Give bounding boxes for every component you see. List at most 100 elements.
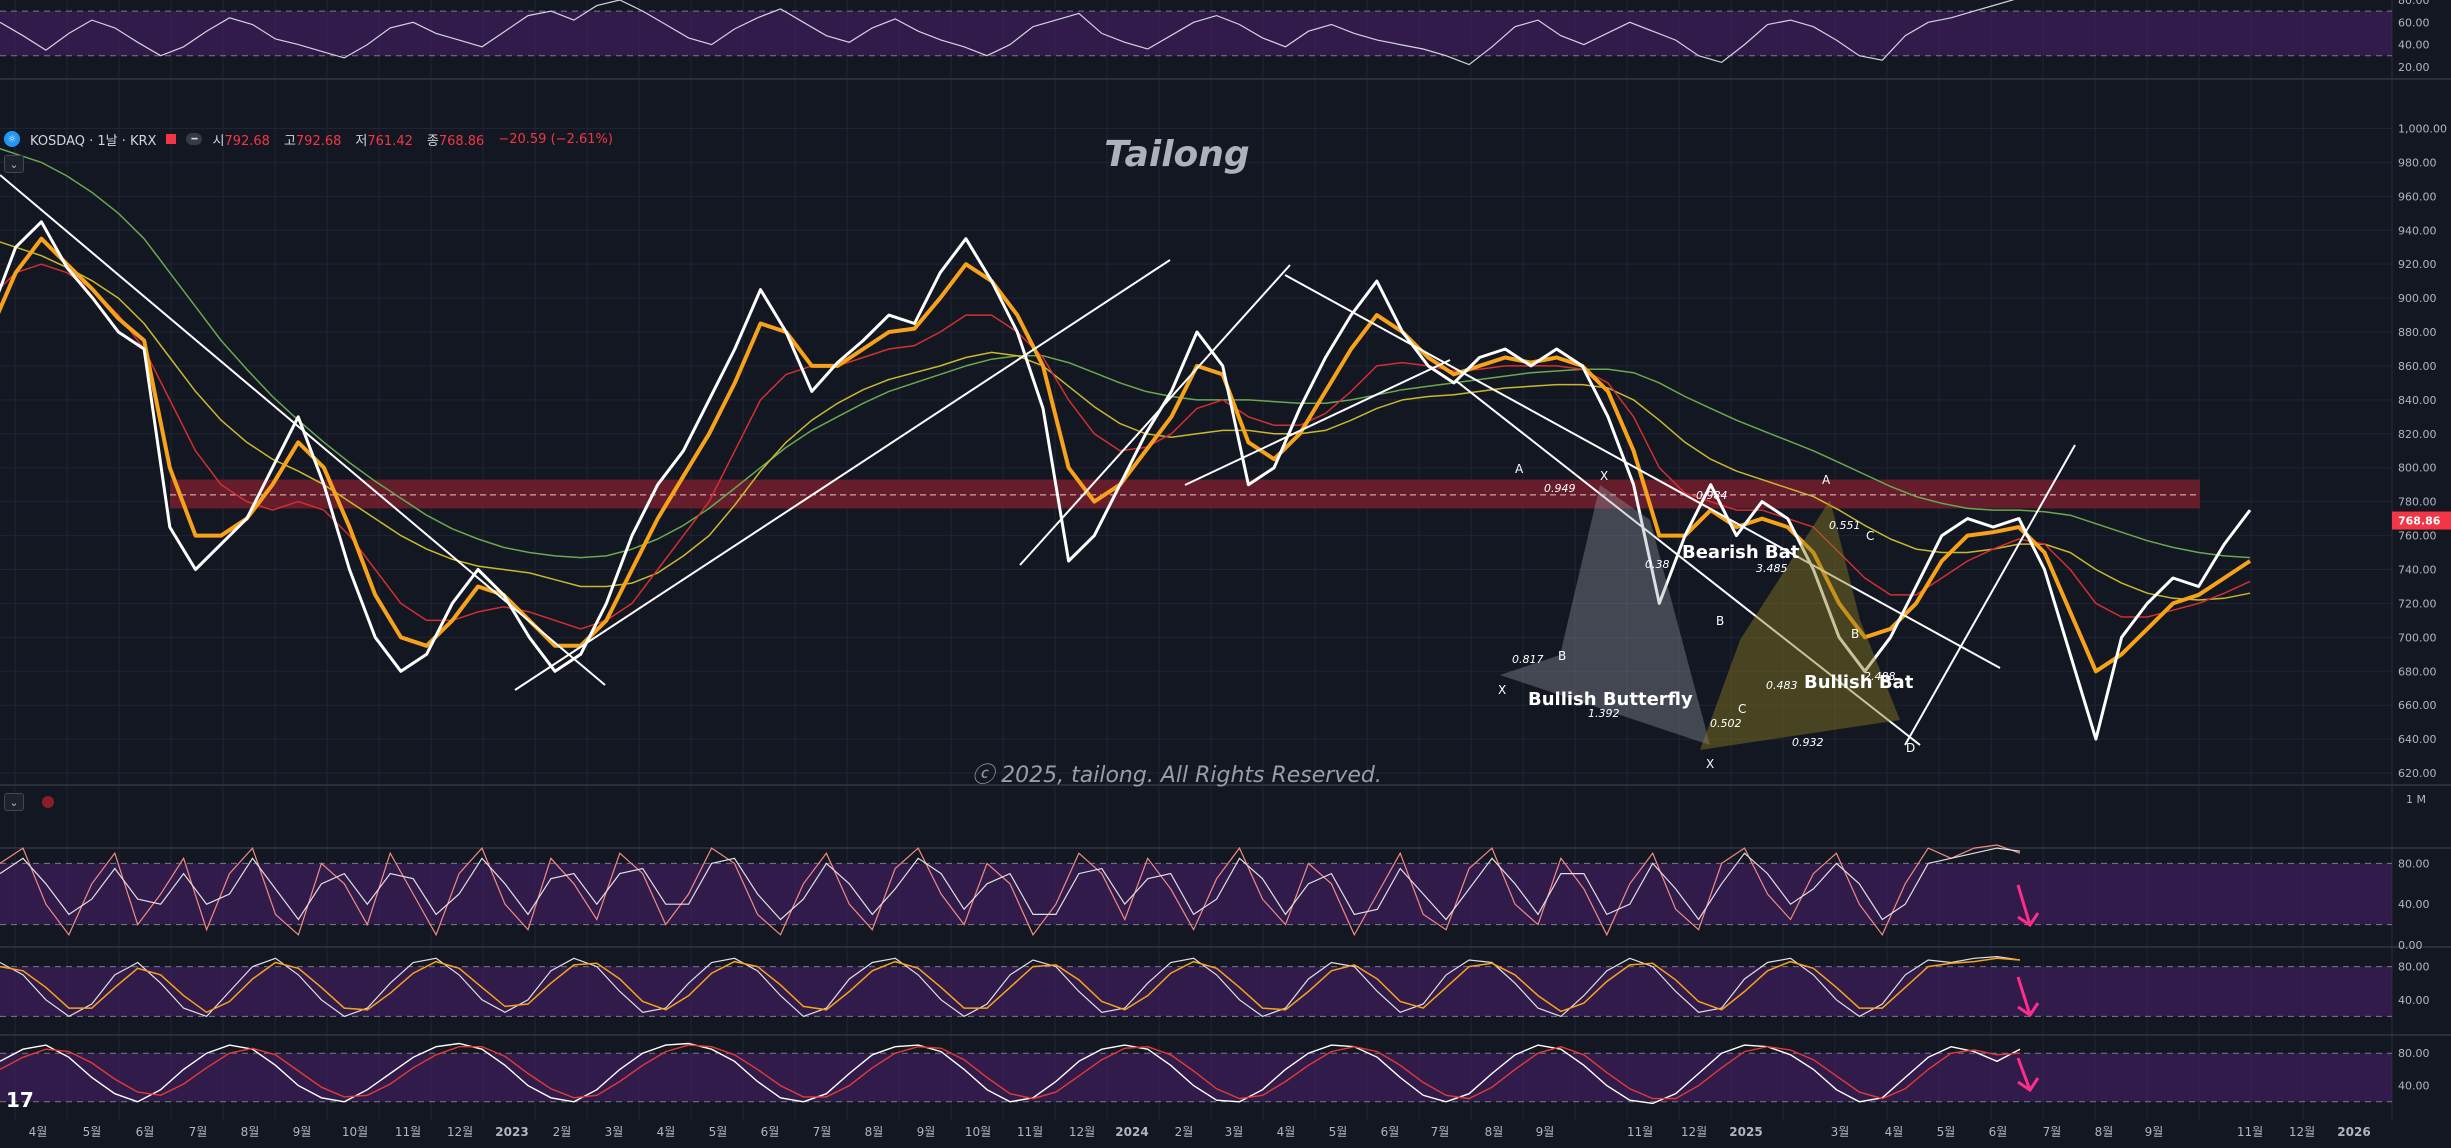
fib-ratio-label: 0.483: [1766, 679, 1798, 692]
series-price: [0, 220, 2252, 741]
x-tick-label: 2월: [1175, 1125, 1194, 1139]
down-arrow-2: [2016, 1057, 2040, 1093]
y-tick-label: 940.00: [2398, 224, 2437, 237]
y-tick-label: 40.00: [2398, 39, 2430, 52]
series-stoch3_d: [0, 1044, 2021, 1100]
pivot-label: A: [1515, 462, 1524, 476]
y-tick-label: 1,000.00: [2398, 122, 2447, 135]
pivot-label: A: [1822, 473, 1831, 487]
x-tick-label: 11월: [1627, 1125, 1653, 1139]
pane-3: 80.00 40.00: [0, 961, 2430, 1017]
pivot-label: C: [1866, 529, 1874, 543]
arrow-shaft: [2016, 884, 2032, 926]
series-stoch2_d: [0, 957, 2021, 1014]
x-tick-label: 2025: [1729, 1125, 1762, 1139]
x-tick-label: 4월: [29, 1125, 48, 1139]
down-arrow-0: [2016, 884, 2040, 928]
y-tick-label: 800.00: [2398, 462, 2437, 475]
x-tick-label: 8월: [1485, 1125, 1504, 1139]
pivot-label: C: [1738, 702, 1746, 716]
series-ema_fast: [0, 236, 2252, 674]
last-price-badge: 768.86: [2392, 511, 2451, 530]
ohlc-open: 시792.68: [212, 133, 270, 149]
x-tick-label: 3월: [1831, 1125, 1850, 1139]
y-tick-label: 880.00: [2398, 326, 2437, 339]
series-rsi: [0, 0, 2015, 66]
x-tick-label: 6월: [1989, 1125, 2008, 1139]
x-tick-label: 12월: [2289, 1125, 2315, 1139]
y-tick-label: 40.00: [2398, 994, 2430, 1007]
alert-dot-icon[interactable]: [42, 796, 54, 808]
arrow-head: [2017, 1077, 2040, 1093]
x-tick-label: 11월: [1017, 1125, 1043, 1139]
y-tick-label: 840.00: [2398, 394, 2437, 407]
x-tick-label: 6월: [136, 1125, 155, 1139]
x-tick-label: 12월: [447, 1125, 473, 1139]
x-tick-label: 4월: [657, 1125, 676, 1139]
series-stoch2_k: [0, 955, 2021, 1018]
pivot-label: X: [1498, 683, 1506, 697]
trendline: [0, 174, 606, 686]
x-tick-label: 9월: [1536, 1125, 1555, 1139]
price-badge-text: 768.86: [2398, 515, 2441, 528]
y-tick-label: 860.00: [2398, 360, 2437, 373]
x-tick-label: 6월: [761, 1125, 780, 1139]
volume-collapse-chevron-icon[interactable]: ⌄: [4, 793, 24, 811]
series-ma_red: [0, 263, 2251, 630]
arrow-shaft: [2016, 1057, 2032, 1091]
x-tick-label: 5월: [1937, 1125, 1956, 1139]
eye-icon[interactable]: ━: [186, 133, 203, 145]
y-tick-label: 760.00: [2398, 530, 2437, 543]
collapse-chevron-icon[interactable]: ⌄: [4, 155, 24, 173]
y-tick-label: 80.00: [2398, 1047, 2430, 1060]
x-tick-label: 11월: [2237, 1125, 2263, 1139]
x-tick-label: 2023: [495, 1125, 528, 1139]
x-tick-label: 3월: [1225, 1125, 1244, 1139]
oscillator-2: [0, 955, 2021, 1018]
y-tick-label: 900.00: [2398, 292, 2437, 305]
oscillator-1: [0, 844, 2021, 937]
x-tick-label: 5월: [1329, 1125, 1348, 1139]
author-watermark: Tailong: [1104, 134, 1249, 175]
y-tick-label: 920.00: [2398, 258, 2437, 271]
trendline: [1904, 444, 2076, 746]
pattern-label: Bearish Bat: [1682, 542, 1800, 563]
trendline: [1284, 274, 2001, 669]
symbol-title[interactable]: KOSDAQ · 1날 · KRX: [30, 133, 157, 149]
x-tick-label: 9월: [2145, 1125, 2164, 1139]
price-badge-bg: [2392, 511, 2451, 530]
ohlc-high: 고792.68: [283, 133, 342, 149]
y-tick-label: 620.00: [2398, 767, 2437, 780]
fib-ratio-label: 0.984: [1696, 489, 1728, 502]
y-tick-label: 40.00: [2398, 1080, 2430, 1093]
fib-ratio-label: 0.551: [1829, 519, 1861, 532]
trendline: [1454, 379, 1921, 746]
x-tick-label: 5월: [709, 1125, 728, 1139]
pivot-label: B: [1558, 649, 1566, 663]
fib-ratio-label: 0.949: [1544, 482, 1576, 495]
x-tick-label: 10월: [965, 1125, 991, 1139]
pattern-label: Bullish Bat: [1804, 672, 1914, 693]
x-tick-label: 7월: [189, 1125, 208, 1139]
tradingview-logo: 17: [6, 1088, 34, 1112]
ohlc-low: 저761.42: [355, 133, 413, 149]
pane-0: 80.00 60.00 40.00 20.00: [0, 0, 2430, 74]
fib-ratio-label: 0.38: [1645, 558, 1670, 571]
y-tick-label: 20.00: [2398, 61, 2430, 74]
pivot-label: B: [1851, 627, 1859, 641]
symbol-icon: ☼: [4, 131, 20, 147]
x-tick-label: 8월: [2095, 1125, 2114, 1139]
x-tick-label: 7월: [1431, 1125, 1450, 1139]
fib-ratio-label: 0.502: [1710, 717, 1742, 730]
flag-icon[interactable]: [166, 134, 177, 144]
y-tick-label: 80.00: [2398, 961, 2430, 974]
x-tick-label: 5월: [83, 1125, 102, 1139]
series-stoch3_k: [0, 1042, 2021, 1105]
bat-pattern-fill: [1700, 500, 1900, 750]
pivot-label: X: [1600, 469, 1608, 483]
y-tick-label: 780.00: [2398, 496, 2437, 509]
x-tick-label: 2월: [553, 1125, 572, 1139]
y-tick-label: 720.00: [2398, 597, 2437, 610]
